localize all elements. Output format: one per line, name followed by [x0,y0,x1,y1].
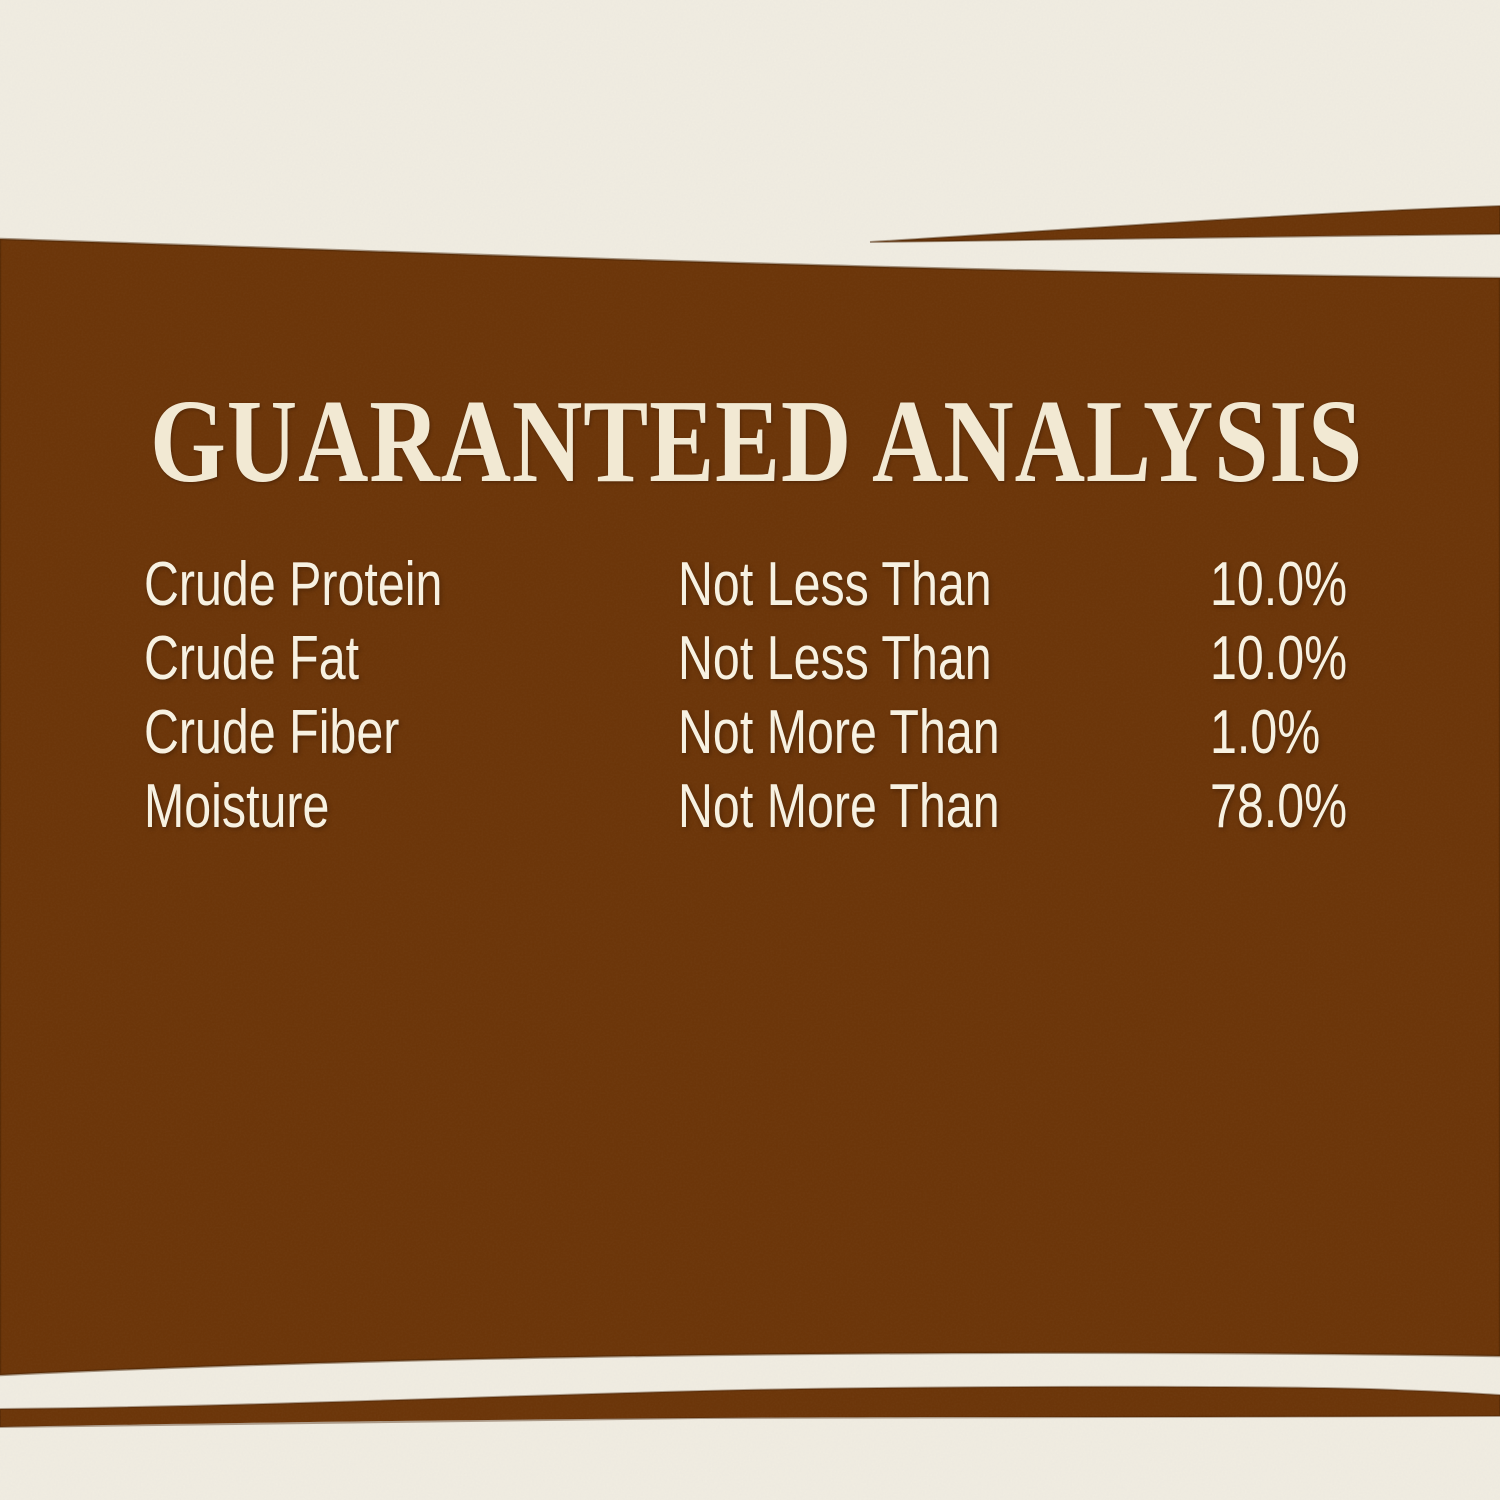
nutrient-name: Crude Fat [144,624,360,693]
nutrient-name: Crude Fiber [144,698,400,767]
analysis-row-crude-fat: Crude Fat Not Less Than 10.0% [0,622,1500,696]
percent-value: 78.0% [1210,772,1348,841]
analysis-table: Crude Protein Not Less Than 10.0% Crude … [0,548,1500,844]
analysis-row-crude-fiber: Crude Fiber Not More Than 1.0% [0,696,1500,770]
analysis-row-moisture: Moisture Not More Than 78.0% [0,770,1500,844]
percent-value: 1.0% [1210,698,1321,767]
limit-qualifier: Not Less Than [678,550,992,619]
limit-qualifier: Not More Than [678,698,1000,767]
limit-qualifier: Not More Than [678,772,1000,841]
percent-value: 10.0% [1210,550,1348,619]
guaranteed-analysis-title: GUARANTEED ANALYSIS [150,375,1364,507]
nutrient-name: Moisture [144,772,330,841]
limit-qualifier: Not Less Than [678,624,992,693]
nutrient-name: Crude Protein [144,550,443,619]
analysis-row-crude-protein: Crude Protein Not Less Than 10.0% [0,548,1500,622]
percent-value: 10.0% [1210,624,1348,693]
